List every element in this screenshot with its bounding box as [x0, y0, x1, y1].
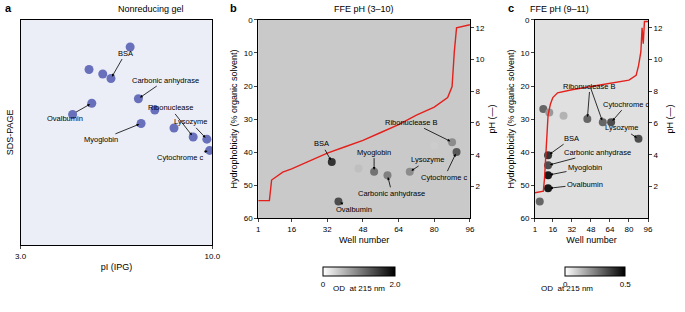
svg-text:32: 32 — [567, 225, 576, 234]
svg-text:16: 16 — [548, 225, 557, 234]
svg-text:2: 2 — [654, 182, 659, 191]
svg-text:Well number: Well number — [339, 235, 389, 245]
svg-text:Myoglobin: Myoglobin — [84, 135, 118, 144]
svg-text:32: 32 — [323, 225, 332, 234]
svg-text:Carbonic anhydrase: Carbonic anhydrase — [132, 76, 199, 85]
svg-text:Cytochrome c: Cytochrome c — [421, 173, 468, 182]
svg-text:Lysozyme: Lysozyme — [174, 117, 207, 126]
svg-text:8: 8 — [654, 87, 659, 96]
svg-text:SDS-PAGE: SDS-PAGE — [5, 110, 15, 156]
svg-text:Hydrophobicity (% organic solv: Hydrophobicity (% organic solvent) — [506, 49, 516, 188]
svg-text:pH (—): pH (—) — [487, 105, 497, 134]
svg-text:12: 12 — [654, 24, 663, 33]
svg-text:2: 2 — [476, 182, 481, 191]
svg-text:BSA: BSA — [564, 134, 579, 143]
svg-text:b: b — [230, 2, 237, 14]
svg-text:Ribonuclease: Ribonuclease — [148, 103, 193, 112]
svg-text:Ribonuclease B: Ribonuclease B — [385, 118, 438, 127]
svg-text:FFE pH (3–10): FFE pH (3–10) — [334, 4, 394, 14]
svg-text:Nonreducing gel: Nonreducing gel — [118, 4, 184, 14]
svg-text:60: 60 — [520, 214, 529, 223]
svg-text:96: 96 — [644, 225, 653, 234]
svg-text:Lysozyme: Lysozyme — [411, 155, 444, 164]
svg-text:1: 1 — [533, 225, 538, 234]
svg-text:BSA: BSA — [118, 49, 133, 58]
svg-text:48: 48 — [359, 225, 368, 234]
svg-text:Lysozyme: Lysozyme — [605, 123, 638, 132]
svg-text:3.0: 3.0 — [15, 252, 27, 261]
svg-text:Cytochrome c: Cytochrome c — [603, 100, 650, 109]
svg-text:80: 80 — [430, 225, 439, 234]
svg-text:10: 10 — [476, 55, 485, 64]
svg-text:Myoglobin: Myoglobin — [568, 163, 602, 172]
svg-text:2.0: 2.0 — [389, 280, 401, 289]
svg-text:48: 48 — [586, 225, 595, 234]
svg-text:Carbonic anhydrase: Carbonic anhydrase — [358, 189, 425, 198]
svg-text:0.5: 0.5 — [620, 280, 632, 289]
svg-text:pH (—): pH (—) — [665, 105, 675, 134]
svg-text:Well number: Well number — [566, 235, 616, 245]
svg-text:Ovalbumin: Ovalbumin — [336, 205, 372, 214]
svg-text:Hydrophobicity (% organic solv: Hydrophobicity (% organic solvent) — [229, 49, 239, 188]
svg-text:20: 20 — [520, 82, 529, 91]
svg-text:0: 0 — [563, 280, 568, 289]
svg-text:Ovalbumin: Ovalbumin — [47, 114, 83, 123]
svg-text:64: 64 — [394, 225, 403, 234]
svg-text:16: 16 — [287, 225, 296, 234]
svg-text:10: 10 — [244, 49, 253, 58]
svg-text:8: 8 — [476, 87, 481, 96]
svg-text:0: 0 — [321, 280, 326, 289]
svg-text:Ovalbumin: Ovalbumin — [567, 180, 603, 189]
svg-text:0: 0 — [525, 16, 530, 25]
svg-text:BSA: BSA — [314, 139, 329, 148]
svg-text:40: 40 — [520, 148, 529, 157]
svg-text:40: 40 — [244, 148, 253, 157]
svg-text:6: 6 — [476, 119, 481, 128]
svg-text:0: 0 — [248, 16, 253, 25]
svg-text:30: 30 — [244, 115, 253, 124]
svg-text:c: c — [508, 2, 514, 14]
svg-text:pI (IPG): pI (IPG) — [101, 262, 133, 272]
svg-text:4: 4 — [654, 150, 659, 159]
svg-text:OD at 215 nm: OD at 215 nm — [333, 284, 385, 293]
svg-text:Carbonic anhydrase: Carbonic anhydrase — [564, 148, 631, 157]
svg-text:6: 6 — [654, 119, 659, 128]
svg-text:80: 80 — [625, 225, 634, 234]
svg-text:4: 4 — [476, 150, 481, 159]
svg-text:50: 50 — [520, 181, 529, 190]
svg-text:Cytochrome c: Cytochrome c — [157, 153, 204, 162]
svg-text:OD at 215 nm: OD at 215 nm — [541, 284, 593, 293]
svg-text:60: 60 — [244, 214, 253, 223]
svg-text:10.0: 10.0 — [205, 252, 221, 261]
svg-text:a: a — [5, 2, 12, 14]
svg-text:1: 1 — [256, 225, 261, 234]
svg-text:96: 96 — [465, 225, 474, 234]
svg-text:Myoglobin: Myoglobin — [357, 148, 391, 157]
svg-text:64: 64 — [605, 225, 614, 234]
svg-text:50: 50 — [244, 181, 253, 190]
svg-text:10: 10 — [520, 49, 529, 58]
svg-text:FFE pH (9–11): FFE pH (9–11) — [530, 4, 589, 14]
svg-text:10: 10 — [654, 55, 663, 64]
svg-text:30: 30 — [520, 115, 529, 124]
svg-text:12: 12 — [476, 24, 485, 33]
svg-text:Ribonuclease B: Ribonuclease B — [563, 82, 616, 91]
svg-text:20: 20 — [244, 82, 253, 91]
